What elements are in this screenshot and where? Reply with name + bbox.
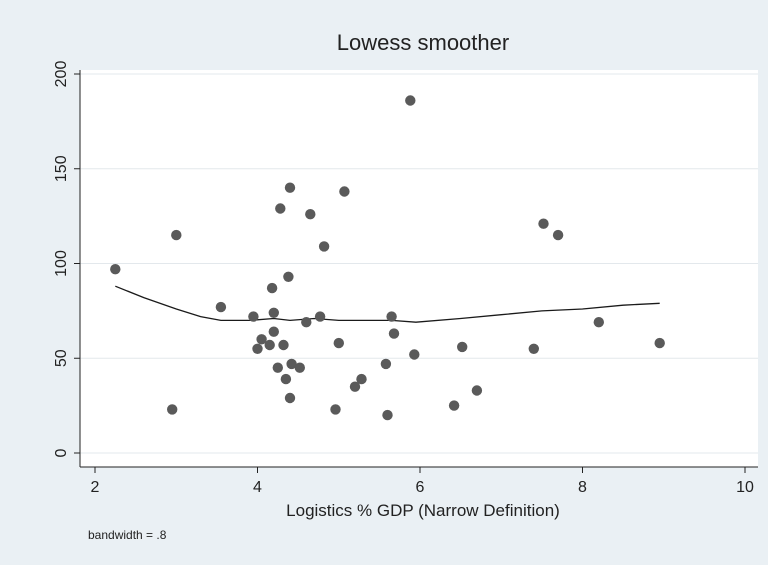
- scatter-point: [333, 337, 344, 349]
- scatter-point: [330, 404, 341, 415]
- y-tick-label: 100: [53, 250, 70, 277]
- scatter-point: [272, 362, 283, 373]
- scatter-point: [284, 392, 296, 404]
- gridlines: [80, 73, 758, 454]
- scatter-point: [268, 307, 279, 318]
- x-tick-label: 4: [253, 479, 262, 496]
- scatter-point: [275, 203, 286, 214]
- scatter-point: [538, 218, 549, 229]
- scatter-point: [356, 373, 367, 385]
- x-tick-label: 6: [416, 479, 425, 496]
- scatter-point: [528, 343, 539, 354]
- scatter-point: [405, 95, 416, 106]
- scatter-point: [171, 229, 182, 241]
- x-tick-label: 2: [91, 479, 100, 496]
- plot-area: [80, 70, 758, 467]
- scatter-point: [167, 404, 178, 415]
- scatter-point: [552, 229, 564, 241]
- scatter-point: [264, 339, 275, 351]
- scatter-point: [110, 264, 121, 275]
- scatter-point: [256, 334, 267, 345]
- y-tick-label: 0: [53, 448, 70, 457]
- scatter-point: [284, 182, 296, 193]
- x-tick-label: 8: [578, 479, 587, 496]
- x-tick-label: 10: [736, 479, 754, 496]
- scatter-point: [654, 337, 665, 349]
- axes: [79, 70, 758, 468]
- y-tick-label: 200: [53, 61, 70, 88]
- scatter-point: [409, 349, 420, 360]
- y-tick-label: 50: [53, 349, 70, 367]
- scatter-point: [448, 400, 460, 411]
- scatter-point: [471, 385, 483, 396]
- scatter-point: [301, 317, 312, 328]
- x-axis-label: Logistics % GDP (Narrow Definition): [286, 501, 560, 520]
- scatter-point: [457, 341, 468, 353]
- y-tick-label: 150: [53, 155, 70, 182]
- chart-title: Lowess smoother: [337, 30, 509, 55]
- scatter-point: [286, 358, 297, 370]
- scatter-point: [593, 317, 604, 328]
- scatter-point: [266, 282, 278, 294]
- scatter-point: [349, 381, 361, 392]
- bandwidth-note: bandwidth = .8: [88, 528, 167, 542]
- scatter-point: [305, 209, 316, 220]
- scatter-point: [314, 311, 326, 322]
- scatter-point: [294, 362, 305, 373]
- scatter-point: [339, 186, 350, 197]
- scatter-point: [382, 409, 393, 421]
- scatter-points: [110, 95, 665, 421]
- ticks: 0 50 100 150 200 2 4 6 8 10: [53, 61, 754, 496]
- scatter-point: [215, 301, 227, 313]
- scatter-point: [252, 343, 263, 354]
- lowess-line: [115, 285, 660, 323]
- scatter-point: [248, 311, 259, 322]
- scatter-point: [388, 328, 400, 339]
- scatter-point: [380, 358, 392, 370]
- scatter-point: [278, 339, 289, 351]
- scatter-point: [268, 326, 279, 337]
- scatter-point: [318, 241, 330, 252]
- scatter-point: [280, 373, 292, 385]
- scatter-point: [283, 271, 294, 282]
- scatter-point: [386, 311, 397, 322]
